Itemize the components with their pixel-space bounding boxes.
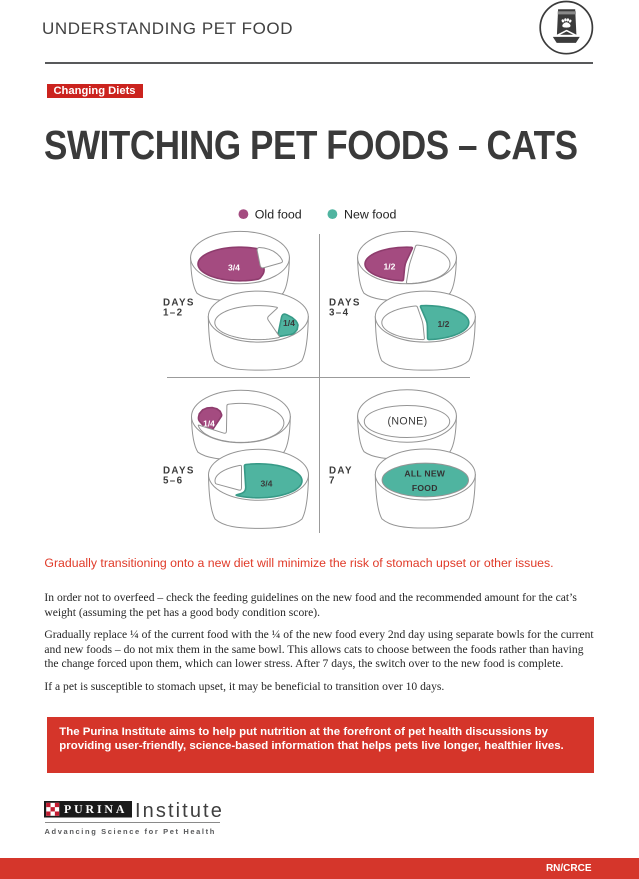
svg-text:PURINA: PURINA <box>64 802 127 816</box>
svg-text:DAYS: DAYS <box>329 297 361 308</box>
svg-text:DAYS: DAYS <box>163 297 195 308</box>
svg-text:7: 7 <box>329 476 336 487</box>
svg-text:ALL NEW: ALL NEW <box>404 468 445 478</box>
svg-text:1–2: 1–2 <box>163 307 183 318</box>
svg-text:1/2: 1/2 <box>438 319 450 329</box>
svg-text:(NONE): (NONE) <box>387 416 427 428</box>
svg-text:5–6: 5–6 <box>163 476 183 487</box>
svg-text:DAY: DAY <box>329 465 353 476</box>
svg-text:1/2: 1/2 <box>384 262 396 272</box>
svg-text:3/4: 3/4 <box>228 263 240 273</box>
svg-text:FOOD: FOOD <box>412 483 438 493</box>
svg-text:3/4: 3/4 <box>261 478 273 488</box>
svg-text:1/4: 1/4 <box>283 318 295 328</box>
svg-text:1/4: 1/4 <box>203 419 215 429</box>
svg-text:Old food: Old food <box>255 208 302 222</box>
svg-text:DAYS: DAYS <box>163 465 195 476</box>
svg-text:3–4: 3–4 <box>329 307 349 318</box>
svg-text:New food: New food <box>344 208 396 222</box>
